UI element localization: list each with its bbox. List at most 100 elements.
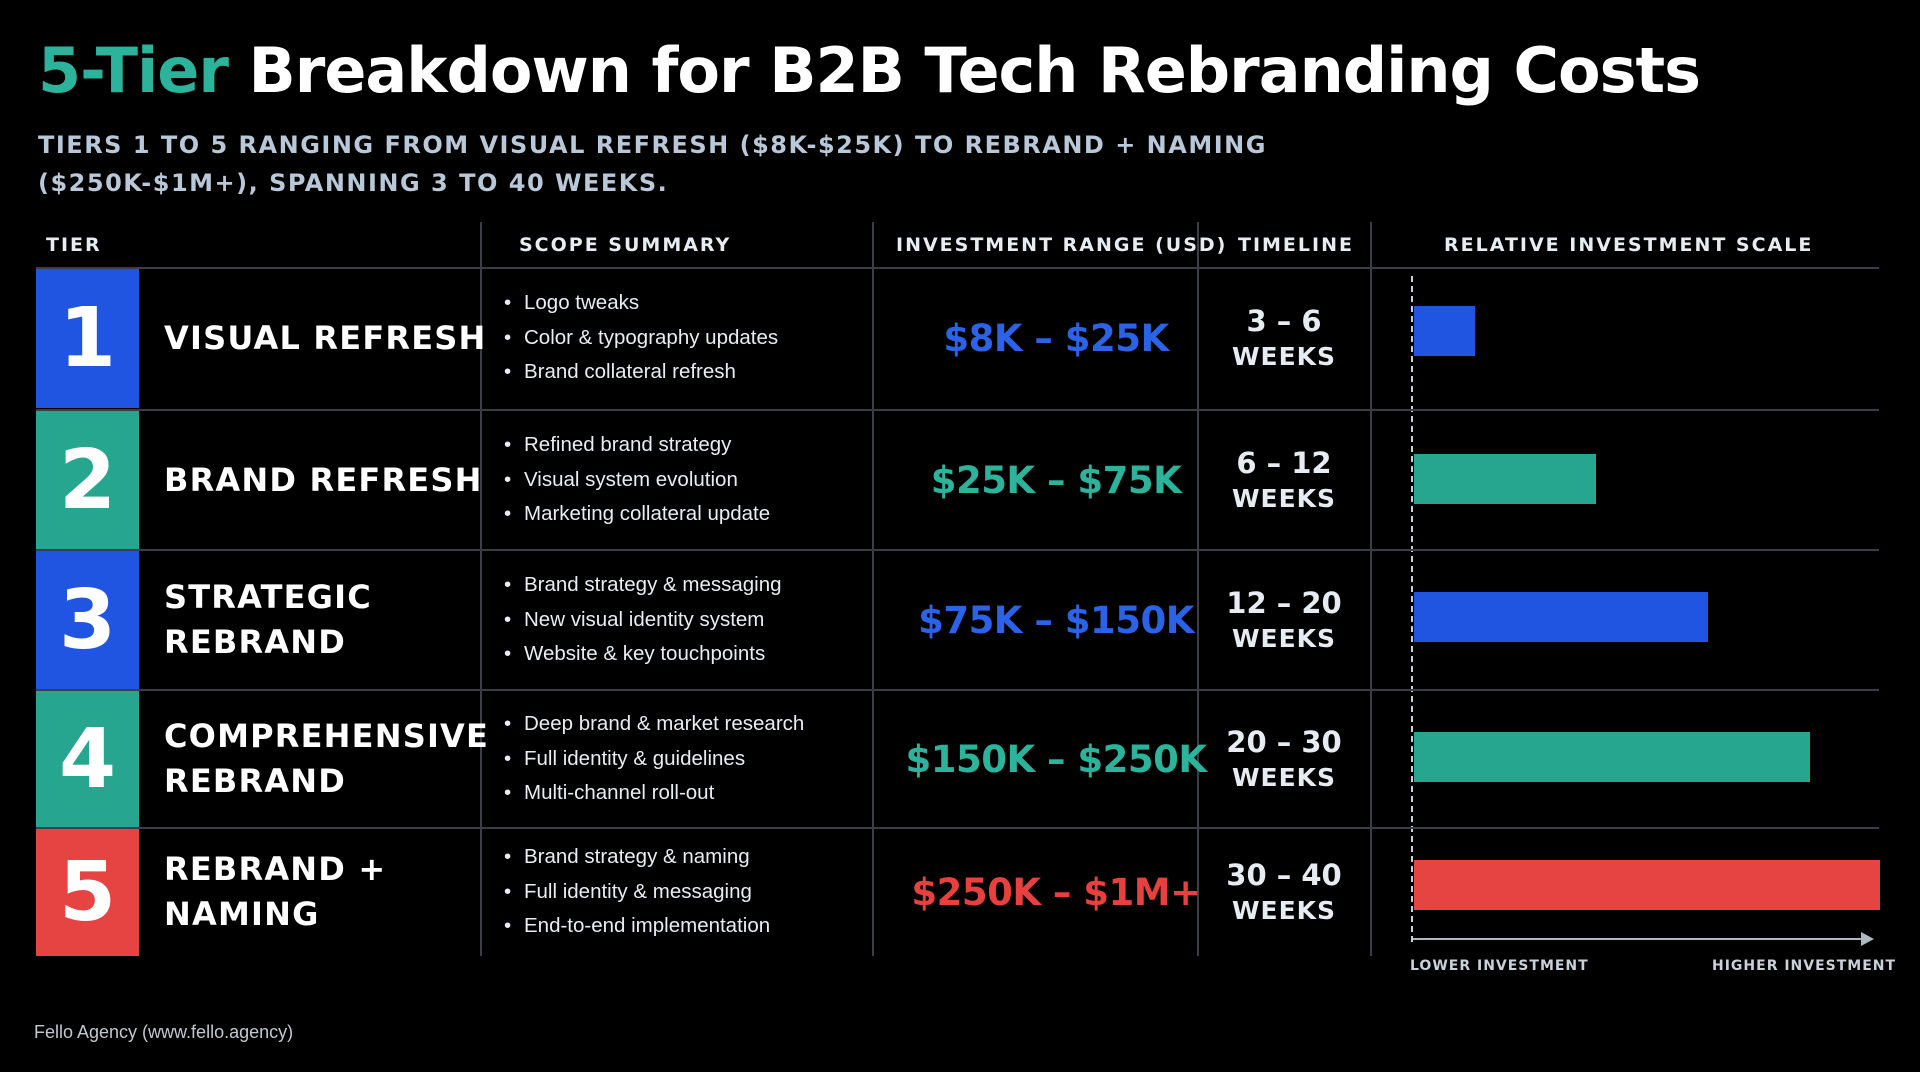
timeline: 20 – 30 WEEKS bbox=[1199, 690, 1369, 828]
timeline-value: 20 – 30 bbox=[1226, 725, 1342, 759]
scope-item-text: Full identity & guidelines bbox=[524, 746, 746, 770]
arrow-right-icon bbox=[1861, 932, 1874, 946]
bullet-icon: • bbox=[504, 325, 512, 349]
investment-range: $8K – $25K bbox=[943, 316, 1169, 360]
header-tier: TIER bbox=[46, 234, 102, 256]
header-scale: RELATIVE INVESTMENT SCALE bbox=[1444, 234, 1814, 256]
scope-item-text: Multi-channel roll-out bbox=[524, 781, 715, 805]
timeline: 30 – 40 WEEKS bbox=[1199, 828, 1369, 956]
table-row: 4 COMPREHENSIVE REBRAND • Deep brand & marke… bbox=[36, 690, 1879, 828]
scope-item: • Website & key touchpoints bbox=[504, 637, 782, 672]
scope-item-text: Brand strategy & naming bbox=[524, 845, 750, 869]
investment-bar bbox=[1414, 860, 1880, 910]
page-title: 5-Tier Breakdown for B2B Tech Rebranding… bbox=[38, 34, 1701, 107]
timeline-value: 12 – 20 bbox=[1226, 586, 1342, 620]
bullet-icon: • bbox=[504, 845, 512, 869]
table-row: 2 BRAND REFRESH • Refined brand strategy • Vi… bbox=[36, 410, 1879, 550]
tier-name: STRATEGIC REBRAND bbox=[164, 550, 494, 690]
scope-item: • Marketing collateral update bbox=[504, 497, 770, 532]
timeline-value: 6 – 12 bbox=[1236, 446, 1332, 480]
scope-item-text: Brand strategy & messaging bbox=[524, 573, 782, 597]
investment-range: $250K – $1M+ bbox=[911, 870, 1201, 914]
scope-item: • Full identity & guidelines bbox=[504, 742, 804, 777]
scope-item-text: Visual system evolution bbox=[524, 467, 738, 491]
scope-item-text: End-to-end implementation bbox=[524, 914, 771, 938]
tier-name-line: STRATEGIC REBRAND bbox=[164, 578, 372, 661]
investment-bar bbox=[1414, 732, 1810, 782]
tier-number-badge: 2 bbox=[36, 410, 139, 550]
tier-number-badge: 3 bbox=[36, 550, 139, 690]
table-row: 3 STRATEGIC REBRAND • Brand strategy & mess… bbox=[36, 550, 1879, 690]
timeline-unit: WEEKS bbox=[1231, 624, 1337, 653]
scope-item-text: Brand collateral refresh bbox=[524, 360, 736, 384]
timeline-unit: WEEKS bbox=[1231, 484, 1337, 513]
timeline-value: 3 – 6 bbox=[1246, 304, 1322, 338]
scope-item: • End-to-end implementation bbox=[504, 909, 770, 944]
tier-name: COMPREHENSIVE REBRAND bbox=[164, 690, 494, 828]
column-divider bbox=[1197, 222, 1199, 956]
scope-item: • Brand strategy & naming bbox=[504, 840, 770, 875]
bullet-icon: • bbox=[504, 573, 512, 597]
bullet-icon: • bbox=[504, 914, 512, 938]
timeline-value: 30 – 40 bbox=[1226, 858, 1342, 892]
bullet-icon: • bbox=[504, 360, 512, 384]
scope-item: • Visual system evolution bbox=[504, 463, 770, 498]
scope-item-text: Marketing collateral update bbox=[524, 502, 771, 526]
investment-range: $150K – $250K bbox=[905, 737, 1207, 781]
scope-item: • Brand strategy & messaging bbox=[504, 568, 782, 603]
investment-bar bbox=[1414, 454, 1596, 504]
scope-item: • Multi-channel roll-out bbox=[504, 776, 804, 811]
row-divider bbox=[36, 409, 1879, 411]
scope-item-text: Website & key touchpoints bbox=[524, 642, 766, 666]
scope-item: • Deep brand & market research bbox=[504, 707, 804, 742]
tier-name-line: NAMING bbox=[164, 895, 320, 933]
scope-item: • Full identity & messaging bbox=[504, 875, 770, 910]
tier-name-line: COMPREHENSIVE bbox=[164, 717, 490, 755]
scope-list: • Deep brand & market research • Full ident… bbox=[504, 690, 804, 828]
header-investment: INVESTMENT RANGE (USD) bbox=[896, 234, 1228, 256]
timeline: 6 – 12 WEEKS bbox=[1199, 410, 1369, 550]
scope-item-text: Deep brand & market research bbox=[524, 712, 805, 736]
tier-name: REBRAND + NAMING bbox=[164, 828, 494, 956]
scope-item-text: Color & typography updates bbox=[524, 325, 779, 349]
scope-item: • New visual identity system bbox=[504, 603, 782, 638]
bullet-icon: • bbox=[504, 746, 512, 770]
tier-name: VISUAL REFRESH bbox=[164, 268, 494, 408]
table-row: 5 REBRAND + NAMING • Brand strategy & naming… bbox=[36, 828, 1880, 956]
tier-name-line: VISUAL REFRESH bbox=[164, 318, 487, 357]
row-divider bbox=[36, 549, 1879, 551]
investment-range: $75K – $150K bbox=[918, 598, 1194, 642]
timeline-unit: WEEKS bbox=[1231, 342, 1337, 371]
scope-list: • Logo tweaks • Color & typography updates •… bbox=[504, 268, 778, 408]
bullet-icon: • bbox=[504, 467, 512, 491]
tier-number-badge: 1 bbox=[36, 268, 139, 408]
scope-list: • Brand strategy & naming • Full identity &… bbox=[504, 828, 770, 956]
column-divider bbox=[1370, 222, 1372, 956]
scope-item-text: New visual identity system bbox=[524, 607, 765, 631]
header-timeline: TIMELINE bbox=[1238, 234, 1354, 256]
scope-item: • Brand collateral refresh bbox=[504, 355, 778, 390]
axis-label-high: HIGHER INVESTMENT bbox=[1712, 958, 1897, 974]
investment-bar bbox=[1414, 592, 1708, 642]
investment-bar bbox=[1414, 306, 1475, 356]
timeline: 12 – 20 WEEKS bbox=[1199, 550, 1369, 690]
bullet-icon: • bbox=[504, 291, 512, 315]
bullet-icon: • bbox=[504, 642, 512, 666]
bullet-icon: • bbox=[504, 781, 512, 805]
row-divider bbox=[36, 267, 1879, 269]
tier-table: TIER SCOPE SUMMARY INVESTMENT RANGE (USD… bbox=[36, 222, 1895, 974]
column-divider bbox=[872, 222, 874, 956]
row-divider bbox=[36, 689, 1879, 691]
tier-number-badge: 5 bbox=[36, 828, 139, 956]
title-accent: 5-Tier bbox=[38, 34, 229, 107]
scope-item-text: Full identity & messaging bbox=[524, 879, 752, 903]
bullet-icon: • bbox=[504, 607, 512, 631]
timeline-unit: WEEKS bbox=[1231, 763, 1337, 792]
timeline-unit: WEEKS bbox=[1231, 896, 1337, 925]
tier-number-badge: 4 bbox=[36, 690, 139, 828]
scope-item: • Color & typography updates bbox=[504, 321, 778, 356]
scope-item: • Logo tweaks bbox=[504, 286, 778, 321]
scope-item: • Refined brand strategy bbox=[504, 428, 770, 463]
bullet-icon: • bbox=[504, 712, 512, 736]
footer-credit: Fello Agency (www.fello.agency) bbox=[34, 1022, 294, 1042]
